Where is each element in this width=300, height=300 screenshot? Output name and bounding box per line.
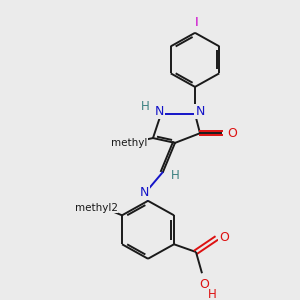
Text: methyl: methyl xyxy=(111,138,147,148)
Text: O: O xyxy=(219,231,229,244)
Text: H: H xyxy=(141,100,149,113)
Text: H: H xyxy=(208,288,216,300)
Text: H: H xyxy=(171,169,179,182)
Text: methyl: methyl xyxy=(129,132,177,146)
Text: N: N xyxy=(154,106,164,118)
Text: N: N xyxy=(139,186,149,199)
Text: O: O xyxy=(227,127,237,140)
Text: N: N xyxy=(195,106,205,118)
Text: I: I xyxy=(195,16,199,29)
Text: O: O xyxy=(199,278,209,291)
Text: methyl2: methyl2 xyxy=(74,202,118,213)
